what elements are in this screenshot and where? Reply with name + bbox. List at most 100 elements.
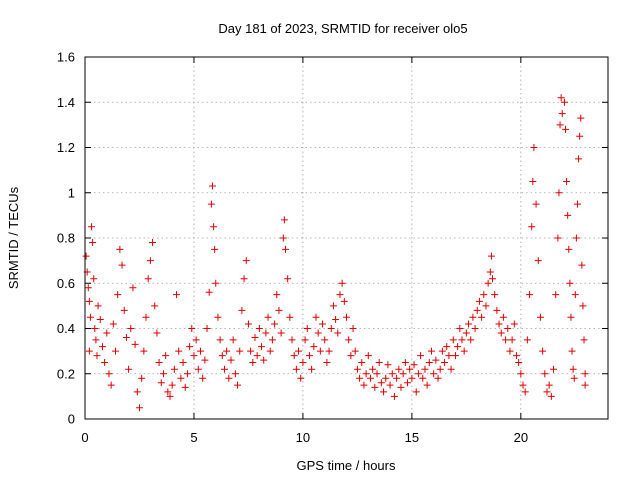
data-point: [188, 325, 196, 332]
data-point: [480, 291, 488, 299]
data-point: [356, 374, 364, 382]
data-point: [541, 370, 549, 378]
data-point: [406, 365, 414, 373]
data-point: [478, 313, 486, 321]
data-point: [489, 275, 497, 283]
data-point: [116, 245, 124, 253]
data-point: [275, 306, 283, 314]
data-point: [462, 329, 470, 337]
data-point: [118, 261, 126, 269]
data-point: [528, 223, 536, 231]
data-point: [101, 358, 109, 366]
data-point: [471, 325, 479, 332]
data-point: [508, 336, 516, 344]
data-point: [506, 347, 514, 355]
data-point: [120, 306, 128, 314]
data-point: [427, 347, 435, 355]
x-tick-label: 20: [514, 430, 528, 445]
data-point: [277, 329, 285, 337]
data-point: [192, 336, 200, 344]
data-point: [112, 347, 120, 355]
data-point: [223, 347, 231, 355]
data-point: [530, 144, 538, 151]
data-point: [144, 275, 152, 283]
data-point: [515, 358, 523, 366]
data-point: [177, 374, 185, 382]
data-point: [325, 347, 333, 355]
data-point: [138, 374, 146, 382]
data-point: [495, 320, 503, 328]
data-point: [207, 200, 215, 208]
data-point: [312, 313, 320, 321]
data-point: [438, 347, 446, 355]
data-point: [576, 132, 584, 140]
data-point: [362, 370, 370, 378]
data-point: [181, 383, 189, 391]
data-point: [127, 325, 135, 332]
data-point: [82, 252, 90, 260]
data-point: [545, 381, 553, 389]
data-point: [308, 365, 316, 373]
data-point: [562, 125, 570, 133]
data-point: [247, 347, 255, 355]
data-point: [84, 284, 92, 292]
data-point: [186, 343, 194, 351]
x-tick-label: 10: [296, 430, 310, 445]
data-point: [96, 315, 104, 323]
data-point: [88, 223, 96, 231]
data-point: [521, 388, 529, 396]
data-point: [173, 291, 181, 299]
data-point: [305, 352, 313, 360]
data-point: [211, 245, 219, 253]
data-point: [386, 381, 394, 389]
data-point: [497, 329, 505, 337]
data-point: [218, 352, 226, 360]
data-point: [577, 114, 585, 122]
data-point: [547, 392, 555, 400]
data-point: [473, 306, 481, 314]
data-point: [151, 302, 159, 310]
data-point: [142, 313, 150, 321]
data-point: [166, 392, 174, 400]
y-tick-label: 1.6: [57, 50, 75, 65]
data-point: [327, 325, 335, 332]
data-point: [414, 370, 422, 378]
data-point: [129, 284, 137, 292]
data-point: [227, 356, 235, 364]
data-point: [332, 315, 340, 323]
data-point: [290, 352, 298, 360]
data-point: [264, 313, 272, 321]
data-point: [321, 336, 329, 344]
data-point: [199, 374, 207, 382]
data-point: [301, 336, 309, 344]
data-point: [434, 374, 442, 382]
data-point: [168, 381, 176, 389]
data-point: [159, 370, 167, 378]
x-tick-label: 5: [190, 430, 197, 445]
data-point: [170, 365, 178, 373]
data-point: [360, 381, 368, 389]
data-point: [475, 297, 483, 305]
y-tick-label: 1: [68, 185, 75, 200]
data-point: [244, 320, 252, 328]
data-point: [255, 325, 263, 332]
y-tick-label: 0.2: [57, 366, 75, 381]
data-point: [214, 313, 222, 321]
data-point: [114, 291, 122, 299]
data-point: [271, 320, 279, 328]
data-point: [280, 216, 288, 224]
data-point: [526, 291, 534, 299]
data-points: [82, 94, 589, 412]
data-point: [384, 361, 392, 369]
data-point: [334, 329, 342, 337]
data-point: [194, 365, 202, 373]
data-point: [353, 365, 361, 373]
data-point: [107, 381, 115, 389]
data-point: [323, 358, 331, 366]
chart-title: Day 181 of 2023, SRMTID for receiver olo…: [218, 21, 467, 36]
data-point: [543, 388, 551, 396]
data-point: [458, 336, 466, 344]
data-point: [316, 347, 324, 355]
data-point: [238, 306, 246, 314]
